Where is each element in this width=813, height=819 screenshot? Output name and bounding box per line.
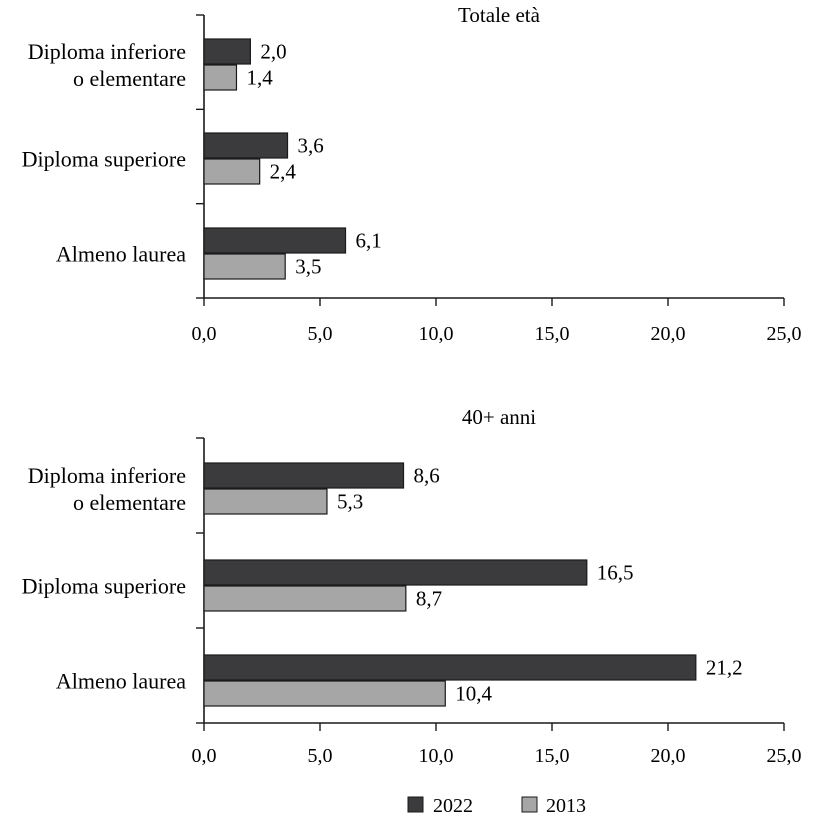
x-tick-label: 15,0 — [535, 323, 570, 345]
data-label: 6,1 — [356, 229, 382, 253]
x-tick-label: 25,0 — [767, 745, 802, 767]
x-tick-label: 5,0 — [308, 745, 333, 767]
data-label: 8,7 — [416, 587, 442, 611]
category-label: Diploma superiore — [22, 147, 186, 172]
data-label: 2,0 — [260, 40, 286, 64]
bar-2022 — [203, 654, 697, 681]
data-label: 21,2 — [706, 656, 743, 680]
bar-2013 — [203, 585, 407, 612]
data-label: 3,6 — [298, 134, 324, 158]
bar-2013 — [203, 64, 238, 91]
x-tick-label: 0,0 — [192, 745, 217, 767]
bar-2013 — [203, 253, 286, 280]
x-tick-label: 5,0 — [308, 323, 333, 345]
bar-2022 — [203, 227, 347, 254]
x-tick-label: 0,0 — [192, 323, 217, 345]
x-tick-label: 20,0 — [651, 745, 686, 767]
legend-swatch-2013 — [521, 796, 538, 813]
panel-40-plus-anni: 40+ anni 0,0 5,0 10,0 15,0 20,0 25,0 Diploma in… — [22, 405, 802, 767]
data-label: 5,3 — [337, 490, 363, 514]
data-label: 2,4 — [270, 160, 297, 184]
category-label: Diploma inferiore o elementare — [28, 463, 186, 515]
bar-2022 — [203, 559, 588, 586]
bar-2022 — [203, 462, 405, 489]
x-tick-label: 10,0 — [419, 745, 454, 767]
data-label: 3,5 — [295, 255, 321, 279]
bar-2013 — [203, 488, 328, 515]
category-label: Diploma inferiore o elementare — [28, 39, 186, 91]
category-label: Almeno laurea — [56, 669, 186, 694]
data-label: 10,4 — [455, 682, 492, 706]
bar-2013 — [203, 680, 446, 707]
data-label: 16,5 — [597, 561, 634, 585]
data-label: 1,4 — [246, 66, 273, 90]
bar-2013 — [203, 158, 261, 185]
chart-title: 40+ anni — [462, 405, 536, 429]
x-tick-label: 20,0 — [651, 323, 686, 345]
bar-2022 — [203, 132, 289, 159]
category-label: Almeno laurea — [56, 242, 186, 267]
legend-label-2022: 2022 — [433, 795, 473, 817]
x-tick-label: 15,0 — [535, 745, 570, 767]
x-tick-label: 25,0 — [767, 323, 802, 345]
category-label: Diploma superiore — [22, 574, 186, 599]
legend-swatch-2022 — [407, 796, 424, 813]
chart-title: Totale età — [458, 3, 541, 27]
legend: 2022 2013 — [407, 795, 586, 817]
x-tick-label: 10,0 — [419, 323, 454, 345]
data-label: 8,6 — [414, 464, 440, 488]
panel-totale-eta: Totale età 0,0 5,0 10,0 15,0 20,0 25,0 Diploma … — [22, 3, 802, 345]
bar-2022 — [203, 38, 252, 65]
legend-label-2013: 2013 — [546, 795, 586, 817]
